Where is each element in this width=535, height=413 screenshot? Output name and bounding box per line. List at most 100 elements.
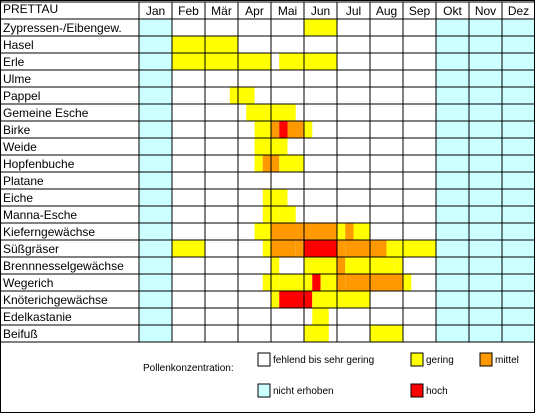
row-label: Gemeine Esche	[3, 106, 89, 120]
month-header-dez: Dez	[508, 4, 529, 18]
row-label: Zypressen-/Eibengew.	[3, 21, 122, 35]
cell-level-2	[345, 223, 354, 240]
cell-level-1	[254, 121, 271, 138]
cell-level-1	[279, 206, 296, 223]
cell-level-2	[337, 240, 346, 257]
legend-label-3: hoch	[426, 386, 448, 397]
row-label: Hasel	[3, 38, 34, 52]
row-label: Edelkastanie	[3, 310, 72, 324]
row-label: Eiche	[3, 191, 33, 205]
row-label: Süßgräser	[3, 242, 59, 256]
cell-level-2	[287, 121, 304, 138]
cell-level-1	[246, 104, 271, 121]
cell-level-1	[353, 223, 370, 240]
legend: Pollenkonzentration: fehlend bis sehr ge…	[143, 352, 519, 398]
cell-level-3	[279, 291, 304, 308]
month-header-jan: Jan	[146, 4, 165, 18]
row-labels: Zypressen-/Eibengew. Hasel Erle Ulme Pappel G…	[3, 21, 124, 341]
row-label: Hopfenbuche	[3, 157, 75, 171]
legend-swatch-n	[257, 383, 271, 398]
month-header-jun: Jun	[311, 4, 330, 18]
row-label: Knöterichgewächse	[3, 293, 108, 307]
month-header-sep: Sep	[409, 4, 431, 18]
legend-label-1: gering	[426, 355, 454, 366]
cell-level-3	[304, 240, 337, 257]
cell-level-1	[229, 87, 255, 104]
row-label: Pappel	[3, 89, 40, 103]
cell-level-1	[337, 223, 346, 240]
cell-level-2	[370, 274, 403, 291]
cell-level-1	[279, 53, 337, 70]
cell-level-2	[345, 274, 370, 291]
month-header-mai: Mai	[278, 4, 297, 18]
month-headers: Jan Feb Mär Apr Mai Jun Jul Aug Sep Okt Nov Dez	[146, 4, 529, 18]
cell-level-2	[337, 257, 346, 274]
legend-label-2: mittel	[495, 355, 519, 366]
legend-swatch-2	[479, 352, 493, 367]
cell-level-1	[279, 155, 304, 172]
cell-level-1	[304, 121, 313, 138]
cell-level-1	[271, 104, 296, 121]
cell-level-1	[271, 291, 280, 308]
cell-level-1	[254, 223, 271, 240]
cell-level-3	[304, 291, 313, 308]
row-label: Weide	[3, 140, 37, 154]
cell-level-1	[254, 155, 263, 172]
row-label: Ulme	[3, 72, 31, 86]
cell-level-1	[386, 240, 436, 257]
row-label: Platane	[3, 174, 44, 188]
cell-level-1	[370, 257, 395, 274]
legend-title: Pollenkonzentration:	[143, 363, 234, 374]
legend-label-0: fehlend bis sehr gering	[273, 355, 374, 366]
month-header-aug: Aug	[376, 4, 397, 18]
not-collected-column-Jan	[139, 19, 172, 342]
legend-swatch-3	[410, 383, 424, 398]
cell-level-1	[172, 53, 271, 70]
cell-level-3	[312, 274, 321, 291]
row-label: Birke	[3, 123, 31, 137]
cell-level-2	[337, 274, 346, 291]
cell-level-2	[295, 240, 304, 257]
cell-level-1	[312, 308, 329, 325]
cell-level-1	[403, 274, 412, 291]
nicht-erhoben-columns	[139, 19, 535, 342]
legend-swatch-1	[410, 352, 424, 367]
cell-level-2	[271, 121, 280, 138]
row-label: Wegerich	[3, 276, 53, 290]
cell-level-1	[304, 19, 337, 36]
not-collected-column-Nov	[469, 19, 502, 342]
cell-level-3	[279, 121, 288, 138]
cell-level-1	[262, 240, 271, 257]
chart-title: PRETTAU	[3, 2, 58, 16]
cell-level-1	[353, 257, 370, 274]
not-collected-column-Dez	[502, 19, 535, 342]
cell-level-1	[262, 189, 288, 206]
cell-level-2	[345, 240, 387, 257]
row-label: Manna-Esche	[3, 208, 77, 222]
month-header-jul: Jul	[346, 4, 361, 18]
cell-level-2	[271, 240, 296, 257]
row-label: Kieferngewächse	[3, 225, 95, 239]
not-collected-column-Okt	[436, 19, 469, 342]
month-header-nov: Nov	[475, 4, 496, 18]
row-label: Erle	[3, 55, 25, 69]
cell-level-1	[271, 257, 280, 274]
row-label: Brennnesselgewächse	[3, 259, 124, 273]
month-header-feb: Feb	[178, 4, 199, 18]
cell-level-1	[320, 291, 370, 308]
concentration-cells	[172, 19, 436, 342]
month-header-okt: Okt	[443, 4, 462, 18]
cell-level-1	[370, 325, 403, 342]
legend-swatch-0	[257, 352, 271, 367]
legend-label-n: nicht erhoben	[273, 386, 334, 397]
cell-level-1	[394, 257, 403, 274]
cell-level-1	[312, 291, 321, 308]
row-label: Beifuß	[3, 327, 38, 341]
cell-level-1	[345, 257, 354, 274]
cell-level-1	[304, 257, 337, 274]
month-header-mär: Mär	[211, 4, 232, 18]
cell-level-1	[304, 325, 329, 342]
month-header-apr: Apr	[245, 4, 264, 18]
